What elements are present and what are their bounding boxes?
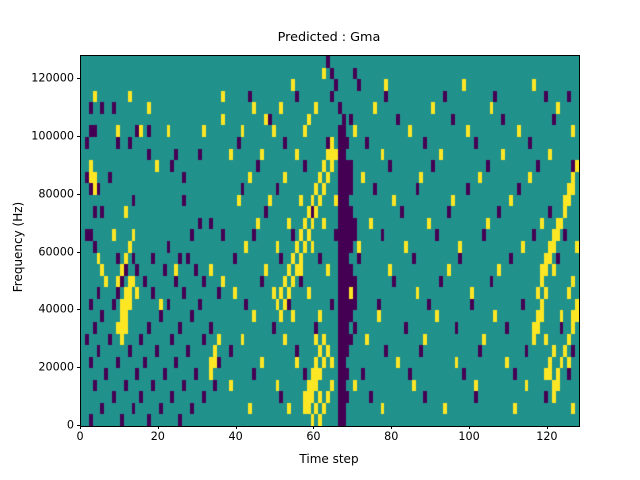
y-tick-label: 20000 bbox=[38, 360, 74, 374]
x-tick-label: 100 bbox=[458, 430, 480, 443]
y-tick-label: 100000 bbox=[31, 129, 74, 143]
x-tick-label: 80 bbox=[384, 430, 399, 443]
x-tick-label: 20 bbox=[150, 430, 165, 443]
y-tick-mark bbox=[76, 309, 80, 311]
x-tick-label: 120 bbox=[536, 430, 558, 443]
y-tick-mark bbox=[76, 135, 80, 137]
y-tick-label: 80000 bbox=[38, 187, 74, 201]
x-tick-label: 60 bbox=[306, 430, 321, 443]
x-tick-mark bbox=[157, 425, 159, 430]
y-tick-mark bbox=[76, 367, 80, 369]
y-tick-mark bbox=[76, 78, 80, 80]
x-axis-label: Time step bbox=[299, 452, 359, 466]
x-tick-label: 40 bbox=[228, 430, 243, 443]
x-tick-mark bbox=[80, 425, 81, 430]
y-tick-mark bbox=[76, 425, 80, 426]
y-tick-label: 0 bbox=[66, 418, 74, 432]
page-title: Predicted : Gma bbox=[277, 30, 381, 45]
x-tick-mark bbox=[546, 425, 548, 430]
x-tick-mark bbox=[391, 425, 393, 430]
x-tick-mark bbox=[469, 425, 471, 430]
y-tick-mark bbox=[76, 251, 80, 253]
y-tick-label: 120000 bbox=[31, 71, 74, 85]
heatmap-axes[interactable] bbox=[80, 55, 580, 427]
x-tick-mark bbox=[235, 425, 237, 430]
y-tick-label: 40000 bbox=[38, 302, 74, 316]
x-tick-mark bbox=[313, 425, 315, 430]
x-tick-label: 0 bbox=[76, 430, 84, 443]
heatmap-image bbox=[81, 56, 579, 426]
y-tick-mark bbox=[76, 193, 80, 195]
y-tick-label: 60000 bbox=[38, 245, 74, 259]
y-axis-label: Frequency (Hz) bbox=[11, 201, 25, 293]
